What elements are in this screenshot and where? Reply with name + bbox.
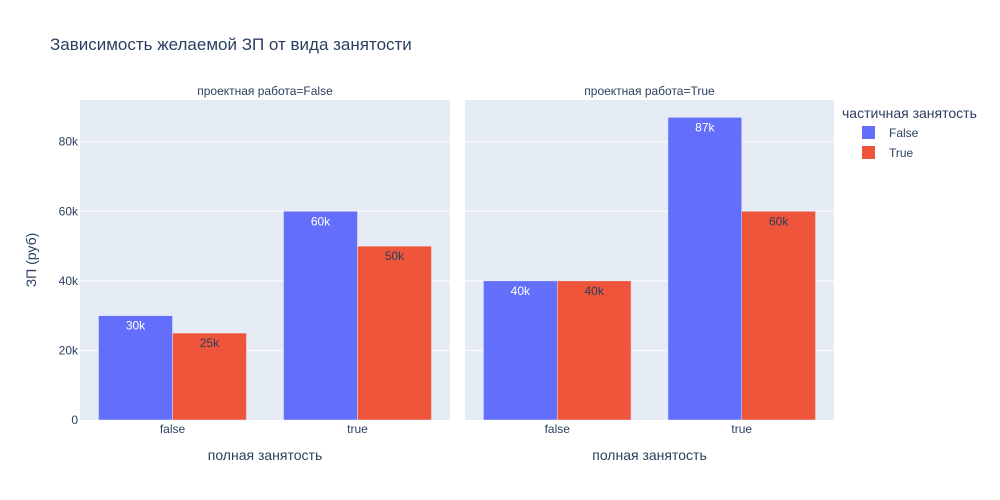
bar-false-true[interactable]	[667, 117, 743, 421]
legend-label: True	[889, 146, 914, 160]
legend-item-true[interactable]: True	[862, 146, 914, 160]
bar-data-label: 30k	[126, 319, 146, 333]
y-tick-label: 80k	[59, 135, 79, 149]
y-tick-label: 40k	[59, 274, 79, 288]
legend-label: False	[889, 126, 919, 140]
bar-true-false[interactable]	[557, 280, 632, 421]
x-tick-label: false	[545, 422, 571, 436]
bar-data-label: 60k	[769, 214, 789, 228]
bar-data-label: 40k	[584, 284, 604, 298]
x-tick-label: true	[347, 422, 368, 436]
chart-title: Зависимость желаемой ЗП от вида занятост…	[50, 35, 412, 54]
legend-item-false[interactable]: False	[862, 126, 919, 140]
x-tick-label: true	[731, 422, 752, 436]
facet-panel-0: 0 20k 40k 60k 80k проектная работа=False 30k 25…	[59, 84, 450, 463]
bar-true-false[interactable]	[172, 332, 247, 421]
facet-title: проектная работа=True	[584, 84, 715, 98]
facet-panel-1: проектная работа=True 40k 40k false 87k 60k tr…	[465, 84, 834, 463]
legend[interactable]: частичная занятость False True	[842, 105, 977, 160]
facet-title: проектная работа=False	[197, 84, 333, 98]
bar-false-false[interactable]	[98, 315, 173, 421]
legend-swatch	[862, 126, 875, 139]
bar-false-false[interactable]	[483, 280, 558, 421]
x-axis-label: полная занятость	[208, 447, 322, 463]
y-tick-label: 60k	[59, 204, 79, 218]
bar-false-true[interactable]	[283, 211, 358, 421]
x-axis-label: полная занятость	[592, 447, 706, 463]
bar-data-label: 25k	[200, 336, 220, 350]
bar-data-label: 50k	[385, 249, 405, 263]
bar-data-label: 60k	[311, 214, 331, 228]
y-tick-label: 20k	[59, 343, 79, 357]
x-tick-label: false	[160, 422, 186, 436]
bar-true-true[interactable]	[741, 211, 816, 421]
legend-title: частичная занятость	[842, 105, 977, 121]
bar-data-label: 87k	[695, 120, 715, 134]
bar-true-true[interactable]	[357, 245, 432, 421]
legend-swatch	[862, 146, 875, 159]
y-tick-label: 0	[71, 413, 78, 427]
bar-data-label: 40k	[511, 284, 531, 298]
y-axis-label: ЗП (руб)	[23, 233, 39, 288]
